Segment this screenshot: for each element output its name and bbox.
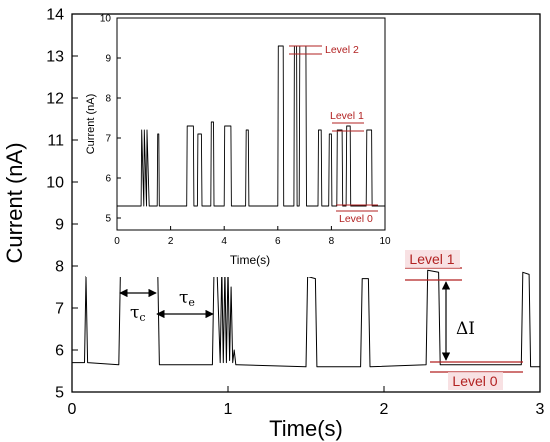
tau-e-label: τe [179, 288, 195, 309]
main-x-axis-title: Time(s) [269, 416, 343, 441]
main-y-axis-title: Current (nA) [2, 142, 27, 263]
main-y-tick-label-9: 14 [46, 7, 64, 24]
inset-y-axis-title: Current (nA) [85, 94, 97, 155]
inset-x-tick-label-5: 10 [379, 236, 391, 247]
main-y-tick-label-1: 6 [55, 343, 64, 360]
inset-level-2-label: Level 2 [325, 44, 359, 56]
inset-plot: 0 2 4 6 8 10 5 6 7 8 9 10 Time(s) Current (nA) Leve… [85, 14, 392, 277]
inset-background [86, 15, 392, 277]
main-y-tick-label-0: 5 [55, 385, 64, 402]
delta-i-label: ΔI [456, 319, 475, 339]
main-y-tick-label-6: 11 [47, 133, 64, 150]
main-y-tick-label-8: 13 [46, 49, 64, 66]
main-x-tick-label-2: 2 [380, 401, 389, 418]
inset-y-tick-label-0: 5 [105, 214, 111, 225]
inset-series-group [117, 45, 385, 207]
main-y-tick-label-5: 10 [46, 175, 64, 192]
inset-y-tick-label-3: 8 [105, 94, 111, 105]
main-y-tick-label-7: 12 [46, 91, 64, 108]
inset-x-tick-label-0: 0 [114, 236, 120, 247]
inset-x-tick-label-2: 4 [221, 236, 227, 247]
main-x-tick-label-3: 3 [536, 401, 545, 418]
inset-x-tick-label-1: 2 [168, 236, 174, 247]
main-y-tick-label-4: 9 [55, 217, 64, 234]
main-y-tick-label-2: 7 [55, 301, 64, 318]
main-level-0-label: Level 0 [452, 373, 497, 389]
main-series-group [72, 267, 540, 368]
inset-plot-frame [116, 17, 386, 231]
inset-y-tick-label-5: 10 [100, 14, 112, 25]
main-series-line-0 [72, 267, 540, 368]
inset-x-axis-title: Time(s) [230, 253, 270, 267]
inset-x-tick-label-4: 8 [329, 236, 335, 247]
inset-series-line-0 [117, 45, 385, 207]
main-y-tick-label-3: 8 [55, 259, 64, 276]
inset-x-tick-label-3: 6 [275, 236, 281, 247]
tau-c-label: τc [130, 303, 146, 324]
inset-level-0-label: Level 0 [339, 213, 373, 225]
main-x-tick-label-1: 1 [224, 401, 233, 418]
main-plot-frame [71, 13, 541, 393]
inset-y-tick-label-1: 6 [105, 174, 111, 185]
inset-ticks-group: 0 2 4 6 8 10 5 6 7 8 9 10 [100, 14, 391, 248]
main-level-1-highlight [405, 250, 460, 268]
inset-level-1-label: Level 1 [330, 110, 364, 122]
inset-y-tick-label-4: 9 [105, 54, 111, 65]
main-level-1-label: Level 1 [409, 251, 454, 267]
main-level-0-highlight [448, 372, 503, 390]
inset-y-tick-label-2: 7 [105, 134, 111, 145]
main-x-tick-label-0: 0 [68, 401, 77, 418]
